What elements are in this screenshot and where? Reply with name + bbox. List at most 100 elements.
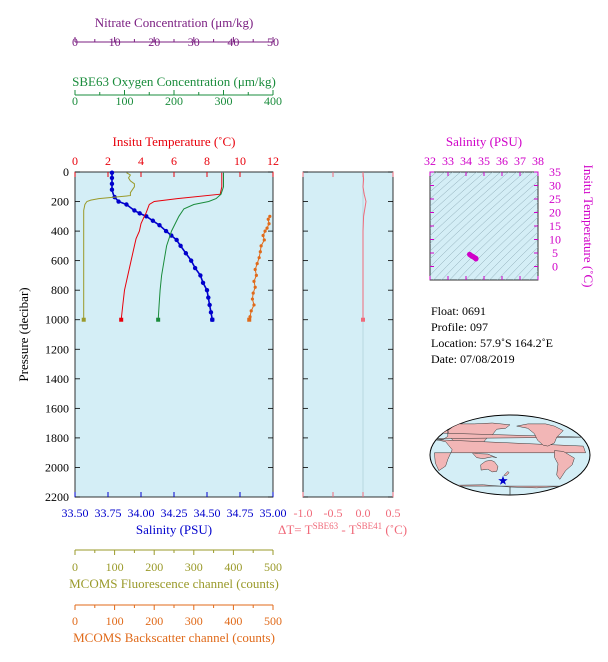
ts-salinity-tick-label: 32 [424,154,436,168]
land-australia [480,460,499,473]
ts-temperature-tick-label: 30 [549,179,561,193]
ts-salinity-axis-label: Salinity (PSU) [446,134,522,149]
salinity-point [109,181,115,187]
backscatter-axis-label: MCOMS Backscatter channel (counts) [73,630,275,645]
ts-isopycnal [449,195,538,280]
date: Date: 07/08/2019 [431,352,515,366]
salinity-end-marker [210,317,215,322]
ts-isopycnal [430,172,501,237]
nitrate-tick-label: 0 [72,35,78,49]
salinity-point [207,302,212,308]
fluorescence-tick-label: 200 [145,560,163,574]
pressure-tick-label: 800 [51,283,69,297]
ts-salinity-tick-label: 33 [442,154,454,168]
backscatter-point [265,226,269,230]
backscatter-tick-label: 400 [224,614,242,628]
backscatter-point [254,273,258,278]
ts-isopycnal [430,172,477,214]
backscatter-point [262,238,266,242]
temperature-profile-line [120,172,223,320]
ts-salinity-tick-label: 36 [496,154,508,168]
salinity-point [200,280,206,285]
backscatter-point [268,214,272,218]
ts-salinity-tick-label: 35 [478,154,490,168]
delta-t-end-marker [361,317,365,322]
nitrate-tick-label: 10 [109,35,121,49]
temperature-tick-label: 6 [171,154,177,168]
oxygen-tick-label: 0 [72,94,78,108]
nitrate-tick-label: 40 [227,35,239,49]
ts-isopycnals [430,172,538,280]
pressure-tick-label: 1200 [45,342,69,356]
salinity-point [150,218,156,223]
salinity-point [109,187,115,192]
land-new-zealand [503,471,510,476]
ts-isopycnal [430,172,461,200]
backscatter-point [252,303,256,307]
oxygen-tick-label: 400 [264,94,282,108]
float-location-star [498,475,508,485]
ts-isopycnal [489,231,538,280]
land-indonesia [471,452,497,459]
ts-isopycnal [430,172,469,207]
salinity-point [188,258,194,263]
salinity-axis-label: Salinity (PSU) [136,522,212,537]
ts-temperature-axis-label: Insitu Temperature (˚C) [581,164,596,287]
backscatter-end-marker [247,317,252,322]
backscatter-point [249,309,253,313]
ts-salinity-tick-label: 37 [514,154,526,168]
land-north-america [516,423,564,447]
salinity-tick-label: 34.00 [128,506,155,520]
oxygen-tick-label: 100 [116,94,134,108]
ts-isopycnal [430,172,509,244]
ts-isopycnal [430,172,453,193]
ts-isopycnal [430,172,445,186]
pressure-tick-label: 200 [51,195,69,209]
ts-salinity-tick-label: 34 [460,154,472,168]
ts-isopycnal [473,216,538,280]
salinity-point [206,295,211,300]
land-south-america [554,450,575,480]
backscatter-point [253,285,257,289]
pressure-tick-label: 2200 [45,490,69,504]
delta-t-line [362,172,367,320]
pressure-tick-label: 0 [63,165,69,179]
oxygen-end-marker [156,317,161,322]
pressure-tick-label: 1800 [45,431,69,445]
salinity-point [157,222,162,228]
backscatter-tick-label: 0 [72,614,78,628]
nitrate-tick-label: 50 [267,35,279,49]
salinity-point [192,265,198,271]
temperature-tick-label: 12 [267,154,279,168]
backscatter-point [255,261,259,266]
delta-t-tick-label: 0.5 [386,506,401,520]
salinity-point [124,202,129,207]
pressure-axis-label: Pressure (decibar) [16,287,31,381]
salinity-point [174,237,179,243]
backscatter-point [266,217,270,221]
backscatter-point [259,244,263,248]
temperature-tick-label: 0 [72,154,78,168]
backscatter-point [251,291,255,295]
ts-isopycnal [430,172,533,268]
fluorescence-tick-label: 0 [72,560,78,574]
fluorescence-tick-label: 300 [185,560,203,574]
temperature-tick-label: 10 [234,154,246,168]
backscatter-tick-label: 200 [145,614,163,628]
ts-isopycnal [430,172,493,229]
salinity-point [116,199,121,204]
nitrate-tick-label: 20 [148,35,160,49]
salinity-tick-label: 33.50 [62,506,89,520]
ts-point [473,256,479,262]
backscatter-point [258,250,262,254]
backscatter-tick-label: 300 [185,614,203,628]
ts-isopycnal [441,187,538,280]
float-id: Float: 0691 [431,304,487,318]
salinity-tick-label: 34.50 [194,506,221,520]
fluorescence-tick-label: 500 [264,560,282,574]
plot-area [74,171,274,498]
oxygen-profile-line [157,172,224,320]
nitrate-axis-label: Nitrate Concentration (μm/kg) [95,15,254,30]
oxygen-axis-label: SBE63 Oxygen Concentration (μm/kg) [72,74,276,89]
